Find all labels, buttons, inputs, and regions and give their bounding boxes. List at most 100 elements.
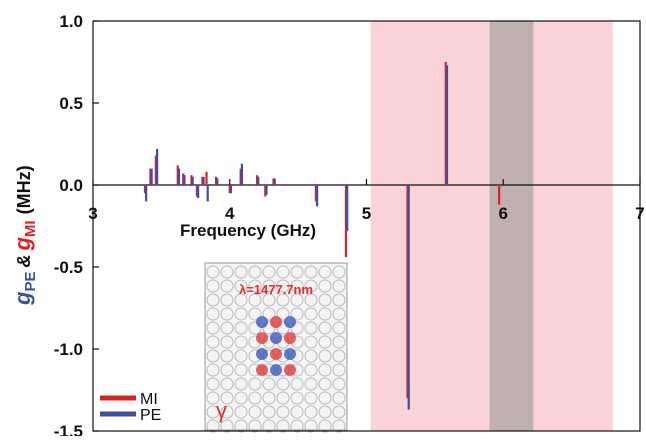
inset-hole bbox=[332, 307, 346, 321]
inset-hole bbox=[276, 321, 290, 335]
inset-hole bbox=[234, 321, 248, 335]
inset-hole bbox=[206, 363, 220, 377]
inset-hole bbox=[220, 419, 234, 433]
inset-hole bbox=[290, 265, 304, 279]
inset-hole bbox=[304, 405, 318, 419]
inset-hole bbox=[262, 391, 276, 405]
inset-hole bbox=[318, 279, 332, 293]
inset: λ=1477.7nm γ bbox=[204, 262, 348, 433]
inset-hole bbox=[290, 377, 304, 391]
inset-hole bbox=[332, 265, 346, 279]
y-label-part: (MHz) bbox=[14, 165, 34, 214]
inset-hole bbox=[304, 335, 318, 349]
inset-hole bbox=[206, 405, 220, 419]
inset-hole bbox=[304, 363, 318, 377]
inset-hole bbox=[234, 335, 248, 349]
inset-hole bbox=[206, 279, 220, 293]
inset-hole bbox=[206, 377, 220, 391]
y-axis-label: gPE&gMI(MHz) bbox=[10, 165, 39, 306]
inset-hole bbox=[332, 335, 346, 349]
inset-hole bbox=[248, 293, 262, 307]
inset-hole bbox=[248, 419, 262, 433]
inset-hole bbox=[234, 307, 248, 321]
inset-hole bbox=[248, 405, 262, 419]
inset-hole bbox=[304, 377, 318, 391]
inset-hole bbox=[234, 405, 248, 419]
inset-hole bbox=[332, 419, 346, 433]
inset-hole bbox=[318, 405, 332, 419]
mode-lobe bbox=[256, 364, 268, 376]
y-label-part: PE bbox=[22, 272, 39, 292]
inset-hole bbox=[262, 265, 276, 279]
y-tick-label: -1.5 bbox=[54, 422, 83, 436]
y-tick-label: -1.0 bbox=[54, 340, 83, 359]
y-label-part: g bbox=[10, 291, 35, 306]
legend-label: MI bbox=[140, 391, 158, 408]
inset-hole bbox=[318, 321, 332, 335]
inset-hole bbox=[318, 265, 332, 279]
inset-hole bbox=[318, 335, 332, 349]
inset-hole bbox=[290, 307, 304, 321]
inset-hole bbox=[206, 419, 220, 433]
mode-lobe bbox=[270, 332, 282, 344]
inset-hole bbox=[262, 293, 276, 307]
inset-hole bbox=[206, 349, 220, 363]
inset-hole bbox=[318, 293, 332, 307]
inset-hole bbox=[234, 377, 248, 391]
inset-hole bbox=[206, 391, 220, 405]
inset-hole bbox=[318, 349, 332, 363]
inset-hole bbox=[220, 265, 234, 279]
inset-hole bbox=[248, 377, 262, 391]
inset-hole bbox=[304, 279, 318, 293]
inset-hole bbox=[206, 293, 220, 307]
inset-hole bbox=[290, 419, 304, 433]
inset-hole bbox=[248, 279, 262, 293]
mode-lobe bbox=[270, 316, 282, 328]
inset-hole bbox=[318, 419, 332, 433]
shaded-region bbox=[489, 21, 534, 431]
inset-hole bbox=[332, 377, 346, 391]
inset-hole bbox=[262, 307, 276, 321]
inset-hole bbox=[220, 307, 234, 321]
inset-hole bbox=[220, 293, 234, 307]
mode-lobe bbox=[284, 316, 296, 328]
inset-hole bbox=[290, 279, 304, 293]
inset-bg bbox=[204, 262, 348, 431]
inset-hole bbox=[220, 391, 234, 405]
inset-hole bbox=[276, 419, 290, 433]
inset-hole bbox=[332, 349, 346, 363]
inset-hole bbox=[304, 391, 318, 405]
inset-hole bbox=[290, 405, 304, 419]
inset-hole bbox=[220, 335, 234, 349]
y-tick-label: 0.0 bbox=[59, 176, 83, 195]
mode-lobe bbox=[256, 332, 268, 344]
inset-hole bbox=[332, 363, 346, 377]
inset-hole bbox=[248, 265, 262, 279]
inset-hole bbox=[290, 391, 304, 405]
inset-hole bbox=[220, 349, 234, 363]
mode-lobe bbox=[284, 332, 296, 344]
inset-hole bbox=[206, 265, 220, 279]
inset-hole bbox=[304, 307, 318, 321]
inset-hole bbox=[276, 377, 290, 391]
inset-hole bbox=[234, 293, 248, 307]
inset-hole bbox=[206, 307, 220, 321]
x-tick-label: 7 bbox=[635, 204, 644, 223]
inset-hole bbox=[304, 321, 318, 335]
x-tick-label: 4 bbox=[225, 204, 235, 223]
inset-hole bbox=[234, 363, 248, 377]
inset-hole bbox=[332, 293, 346, 307]
inset-hole bbox=[318, 391, 332, 405]
inset-hole bbox=[304, 265, 318, 279]
inset-hole bbox=[318, 307, 332, 321]
inset-hole bbox=[248, 391, 262, 405]
y-tick-label: 1.0 bbox=[59, 12, 83, 31]
inset-hole bbox=[234, 419, 248, 433]
inset-hole bbox=[304, 419, 318, 433]
inset-hole bbox=[290, 293, 304, 307]
inset-hole bbox=[276, 405, 290, 419]
y-tick-label: -0.5 bbox=[54, 258, 83, 277]
inset-hole bbox=[220, 405, 234, 419]
inset-hole bbox=[248, 321, 262, 335]
inset-hole bbox=[220, 377, 234, 391]
